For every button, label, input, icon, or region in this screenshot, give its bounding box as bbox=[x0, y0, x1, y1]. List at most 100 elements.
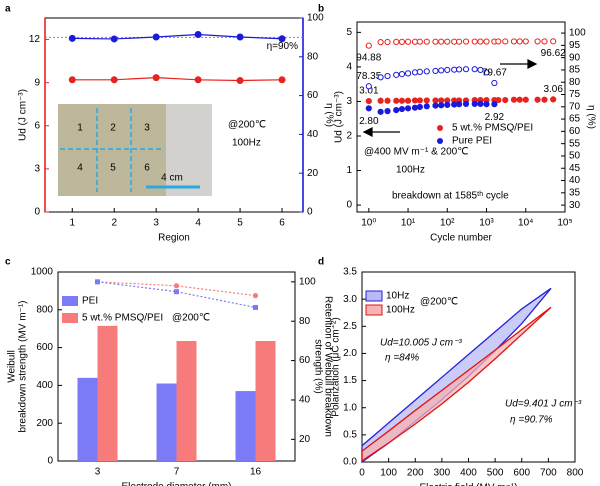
value-label: 2.80 bbox=[359, 116, 379, 127]
data-point bbox=[510, 96, 518, 103]
data-point bbox=[110, 76, 118, 84]
data-point bbox=[462, 38, 470, 45]
data-point bbox=[455, 66, 463, 73]
y-axis-title: Weibull bbox=[7, 350, 18, 383]
data-point bbox=[384, 97, 391, 104]
retention-point bbox=[252, 293, 259, 299]
data-point bbox=[152, 74, 160, 82]
data-point bbox=[522, 96, 529, 103]
value-label: 2.92 bbox=[485, 112, 505, 123]
annotation: 2 bbox=[110, 123, 116, 134]
data-point bbox=[377, 108, 384, 115]
x-tick-label: 10⁵ bbox=[557, 218, 572, 229]
arrows bbox=[362, 59, 538, 137]
y-tick-label: 600 bbox=[36, 342, 53, 353]
data-point bbox=[68, 34, 76, 42]
y-tick-label: 0 bbox=[47, 456, 53, 467]
legend-swatch bbox=[365, 304, 383, 316]
x-tick-label: 800 bbox=[567, 468, 584, 479]
legend-label: PEI bbox=[82, 296, 98, 307]
value-label: 3.01 bbox=[359, 86, 379, 97]
data-point bbox=[462, 100, 470, 107]
data-line bbox=[72, 77, 283, 82]
value-label: 79.67 bbox=[482, 68, 507, 79]
y-axis-title: Ud (J cm⁻³) bbox=[18, 89, 29, 141]
y-axis-title: Polarization (μC cm⁻²) bbox=[331, 317, 342, 416]
retention-point bbox=[253, 304, 258, 310]
bar bbox=[156, 383, 177, 461]
data-point bbox=[365, 83, 372, 90]
data-point bbox=[462, 66, 470, 73]
y2-tick-label: 70 bbox=[569, 101, 581, 112]
data-point bbox=[404, 105, 412, 112]
data-point bbox=[423, 68, 430, 75]
y-tick-label: 3 bbox=[34, 164, 40, 175]
y-tick-label: 6 bbox=[34, 120, 40, 131]
x-tick-label: 1 bbox=[69, 218, 75, 229]
y2-tick-label: 80 bbox=[299, 316, 311, 327]
data-point bbox=[416, 38, 423, 45]
arrow-head bbox=[527, 59, 538, 69]
data-point bbox=[404, 97, 412, 104]
x-tick-label: 200 bbox=[407, 468, 424, 479]
panel-label: d bbox=[318, 257, 324, 268]
bar bbox=[235, 391, 256, 461]
annotation: 6 bbox=[144, 163, 150, 174]
legend-swatch bbox=[62, 296, 78, 306]
y2-tick-label: 75 bbox=[569, 89, 581, 100]
y2-tick-label: 20 bbox=[307, 168, 319, 179]
data-point bbox=[444, 101, 451, 109]
data-point bbox=[471, 38, 478, 45]
data-point bbox=[510, 38, 518, 45]
data-point bbox=[477, 38, 484, 45]
legend-label: 10Hz bbox=[386, 291, 409, 302]
data-point bbox=[423, 97, 430, 104]
plot-frame bbox=[356, 21, 566, 213]
y2-axis-title: strength (%) bbox=[312, 339, 323, 393]
data-point bbox=[278, 76, 286, 84]
data-point bbox=[534, 96, 541, 103]
y-tick-label: 1.5 bbox=[343, 375, 357, 386]
x-tick-label: 100 bbox=[380, 468, 397, 479]
annotation: Ud=10.005 J cm⁻³ bbox=[380, 338, 462, 349]
y2-axis-title: Retention of Weibull breakdown bbox=[322, 296, 333, 437]
retention-point bbox=[174, 289, 179, 295]
y2-tick-label: 55 bbox=[569, 138, 581, 149]
data-point bbox=[404, 70, 412, 77]
y-tick-label: 3.5 bbox=[343, 267, 357, 278]
annotation: @200℃ bbox=[420, 297, 458, 308]
reference-label: η=90% bbox=[267, 41, 299, 52]
y-tick-label: 9 bbox=[34, 77, 40, 88]
data-point bbox=[384, 38, 391, 46]
y-tick-label: 5 bbox=[346, 27, 352, 38]
data-point bbox=[432, 102, 439, 109]
data-point bbox=[377, 39, 384, 46]
data-point bbox=[236, 33, 244, 41]
data-point bbox=[438, 102, 445, 109]
inset-photo bbox=[58, 104, 212, 196]
data-point bbox=[416, 103, 423, 111]
retention-point bbox=[95, 279, 100, 285]
data-point bbox=[68, 76, 76, 84]
data-point bbox=[471, 100, 478, 107]
data-point bbox=[236, 77, 244, 85]
photo-film bbox=[58, 104, 166, 196]
annotation: @400 MV m⁻¹ & 200℃ bbox=[364, 147, 468, 158]
y2-tick-label: 100 bbox=[569, 28, 586, 39]
data-point bbox=[365, 105, 372, 112]
data-point bbox=[278, 35, 286, 43]
data-point bbox=[432, 97, 439, 104]
y2-tick-label: 20 bbox=[299, 434, 311, 445]
annotation: 4 bbox=[77, 163, 83, 174]
data-point bbox=[398, 105, 406, 113]
data-point bbox=[495, 38, 502, 45]
y2-tick-label: 30 bbox=[569, 200, 581, 211]
y2-tick-label: 100 bbox=[307, 13, 324, 24]
data-point bbox=[432, 38, 439, 45]
legend-label: Pure PEI bbox=[452, 136, 492, 147]
data-point bbox=[398, 71, 406, 78]
data-point bbox=[377, 97, 384, 104]
data-point bbox=[516, 38, 523, 45]
data-point bbox=[398, 97, 406, 104]
